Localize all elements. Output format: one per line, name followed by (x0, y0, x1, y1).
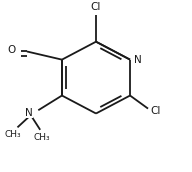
Text: Cl: Cl (91, 2, 101, 12)
Text: O: O (7, 45, 16, 55)
Text: N: N (134, 55, 142, 65)
Text: N: N (25, 108, 33, 118)
Text: Cl: Cl (150, 106, 160, 116)
Text: CH₃: CH₃ (34, 133, 50, 142)
Text: CH₃: CH₃ (4, 130, 21, 139)
